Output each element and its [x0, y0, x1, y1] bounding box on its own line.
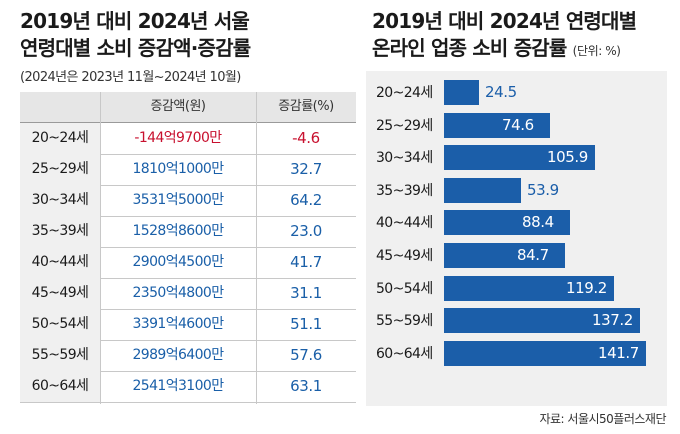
rate-cell: 23.0 [290, 222, 322, 240]
amount-cell: 2989억6400만 [132, 347, 224, 363]
chart-title-line1: 2019년 대비 2024년 연령대별 [372, 9, 637, 33]
bar [444, 177, 521, 203]
column-divider [100, 92, 101, 404]
column-divider [256, 92, 257, 404]
bar-category-label: 35~39세 [376, 182, 433, 199]
age-cell: 55~59세 [20, 340, 100, 371]
header-rate: 증감률(%) [278, 99, 334, 114]
amount-cell: 1810억1000만 [132, 161, 224, 177]
age-cell: 50~54세 [20, 309, 100, 340]
chart-title: 2019년 대비 2024년 연령대별 온라인 업종 소비 증감률 (단위: %… [372, 8, 637, 65]
bar-category-label: 55~59세 [376, 313, 433, 330]
rate-cell: -4.6 [292, 129, 320, 147]
rate-cell: 41.7 [290, 253, 322, 271]
bar-value-label: 88.4 [522, 213, 554, 232]
bar [444, 80, 479, 105]
table-title: 2019년 대비 2024년 서울 연령대별 소비 증감액·증감률 [20, 8, 251, 62]
bar-category-label: 45~49세 [376, 248, 433, 264]
amount-cell: -144억9700만 [134, 130, 222, 146]
table-title-line1: 2019년 대비 2024년 서울 [20, 9, 250, 33]
bar [444, 275, 614, 301]
bar [444, 210, 570, 236]
bar-value-label: 137.2 [592, 311, 633, 330]
source-note: 자료: 서울시50플러스재단 [539, 412, 666, 426]
age-cell: 60~64세 [20, 371, 100, 402]
bar-category-label: 20~24세 [376, 85, 433, 101]
rate-cell: 31.1 [290, 284, 322, 302]
table-row: 55~59세 2989억6400만 57.6 [20, 340, 356, 372]
amount-cell: 2350억4800만 [132, 285, 224, 301]
bar-category-label: 40~44세 [376, 215, 433, 232]
rate-cell: 63.1 [290, 377, 322, 395]
amount-cell: 1528억8600만 [132, 223, 224, 239]
table-row: 45~49세 2350억4800만 31.1 [20, 278, 356, 310]
bar-value-label: 74.6 [502, 115, 534, 134]
amount-cell: 2541억3100만 [132, 378, 224, 394]
bar-value-label: 53.9 [527, 180, 559, 199]
table-title-line2: 연령대별 소비 증감액·증감률 [20, 36, 251, 60]
table-row: 30~34세 3531억5000만 64.2 [20, 185, 356, 217]
header-amount: 증감액(원) [150, 99, 206, 114]
age-cell: 45~49세 [20, 278, 100, 309]
table-header: 증감액(원) 증감률(%) [20, 92, 356, 123]
bar-value-label: 24.5 [485, 83, 517, 101]
amount-cell: 3531억5000만 [132, 192, 224, 208]
bar-category-label: 30~34세 [376, 150, 433, 167]
bar-value-label: 119.2 [566, 278, 607, 297]
rate-cell: 32.7 [290, 160, 322, 178]
bar [444, 340, 646, 366]
rate-cell: 51.1 [290, 315, 322, 333]
rate-cell: 64.2 [290, 191, 322, 209]
header-age-cell [20, 92, 100, 122]
table-row: 35~39세 1528억8600만 23.0 [20, 216, 356, 248]
bar [444, 112, 550, 138]
amount-cell: 3391억4600만 [132, 316, 224, 332]
bar [444, 308, 640, 334]
bar-value-label: 141.7 [598, 343, 639, 362]
chart-title-line2: 온라인 업종 소비 증감률 (단위: %) [372, 35, 636, 65]
table-row: 20~24세 -144억9700만 -4.6 [20, 123, 356, 155]
rate-cell: 57.6 [290, 346, 322, 364]
bar-value-label: 84.7 [517, 246, 549, 264]
age-cell: 20~24세 [20, 123, 100, 154]
table-row: 60~64세 2541억3100만 63.1 [20, 371, 356, 403]
age-cell: 40~44세 [20, 247, 100, 278]
table-row: 40~44세 2900억4500만 41.7 [20, 247, 356, 279]
bar-category-label: 25~29세 [376, 117, 433, 134]
table-row: 25~29세 1810억1000만 32.7 [20, 154, 356, 186]
table-row: 50~54세 3391억4600만 51.1 [20, 309, 356, 341]
bar-category-label: 50~54세 [376, 280, 433, 297]
amount-cell: 2900억4500만 [132, 254, 224, 270]
age-cell: 30~34세 [20, 185, 100, 216]
age-cell: 25~29세 [20, 154, 100, 185]
chart-title-text: 온라인 업종 소비 증감률 [372, 36, 567, 60]
bar-category-label: 60~64세 [376, 345, 433, 362]
age-cell: 35~39세 [20, 216, 100, 247]
table-subtitle: (2024년은 2023년 11월~2024년 10월) [20, 70, 241, 85]
chart-unit: (단위: %) [572, 44, 621, 58]
bar [444, 243, 565, 268]
bar-value-label: 105.9 [547, 148, 588, 167]
bar [444, 145, 595, 171]
